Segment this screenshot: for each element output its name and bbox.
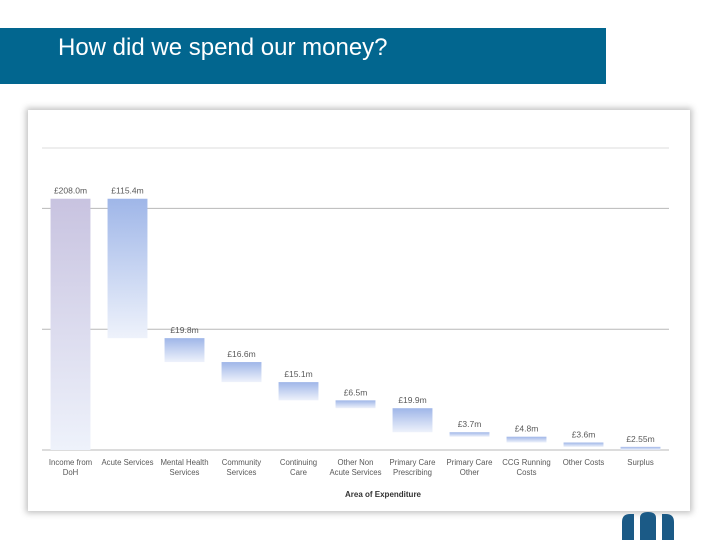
- category-label-7: Primary Care Other: [447, 458, 493, 477]
- data-label-10: £2.55m: [626, 434, 654, 444]
- category-label-line: Services: [227, 468, 257, 477]
- category-label-1: Acute Services: [101, 458, 153, 467]
- bars: [50, 198, 661, 450]
- category-label-8: CCG Running Costs: [502, 458, 551, 477]
- category-label-line: Other Non: [338, 458, 374, 467]
- category-label-line: Acute Services: [329, 468, 381, 477]
- data-label-1: £115.4m: [111, 186, 143, 196]
- bar-10: [620, 446, 661, 450]
- data-label-2: £19.8m: [170, 325, 198, 335]
- page-title: How did we spend our money?: [58, 34, 388, 61]
- data-label-3: £16.6m: [227, 349, 255, 359]
- bar-6: [392, 408, 433, 433]
- bar-4: [278, 382, 319, 401]
- category-label-4: Continuing Care: [280, 458, 317, 477]
- bar-2: [164, 338, 205, 363]
- category-label-line: Prescribing: [393, 468, 432, 477]
- category-label-line: Costs: [517, 468, 537, 477]
- data-label-0: £208.0m: [54, 186, 87, 196]
- category-label-line: Care: [290, 468, 307, 477]
- bar-7: [449, 432, 490, 437]
- bar-3: [221, 362, 262, 383]
- title-bar: [0, 28, 606, 84]
- category-label-line: Surplus: [627, 458, 654, 467]
- bar-5: [335, 400, 376, 409]
- bar-8: [506, 436, 547, 443]
- x-axis-title: Area of Expenditure: [345, 490, 422, 499]
- bar-0: [50, 198, 91, 450]
- category-label-line: CCG Running: [502, 458, 551, 467]
- data-label-4: £15.1m: [284, 369, 312, 379]
- logo-figure-icon: [622, 512, 674, 540]
- data-label-6: £19.9m: [398, 395, 426, 405]
- category-label-5: Other Non Acute Services: [329, 458, 381, 477]
- data-label-9: £3.6m: [572, 430, 596, 440]
- category-labels: Income from DoH Acute Services Mental Healt…: [49, 458, 654, 477]
- bar-9: [563, 442, 604, 447]
- waterfall-chart: £208.0m £115.4m £19.8m £16.6m £15.1m £6.5m £19…: [42, 147, 669, 499]
- data-label-5: £6.5m: [344, 387, 368, 397]
- category-label-line: Mental Health: [160, 458, 208, 467]
- category-label-line: Primary Care: [447, 458, 493, 467]
- data-label-7: £3.7m: [458, 419, 482, 429]
- category-label-line: DoH: [63, 468, 79, 477]
- category-label-line: Income from: [49, 458, 92, 467]
- category-label-line: Primary Care: [390, 458, 436, 467]
- category-label-line: Acute Services: [101, 458, 153, 467]
- category-label-line: Other: [460, 468, 480, 477]
- category-label-line: Other Costs: [563, 458, 605, 467]
- category-label-line: Community: [222, 458, 262, 467]
- category-label-0: Income from DoH: [49, 458, 92, 477]
- data-labels: £208.0m £115.4m £19.8m £16.6m £15.1m £6.5m £19…: [54, 186, 655, 444]
- category-label-line: Services: [170, 468, 200, 477]
- category-label-line: Continuing: [280, 458, 317, 467]
- category-label-3: Community Services: [222, 458, 262, 477]
- data-label-8: £4.8m: [515, 424, 539, 434]
- category-label-9: Other Costs: [563, 458, 605, 467]
- category-label-2: Mental Health Services: [160, 458, 208, 477]
- bar-1: [107, 198, 148, 339]
- category-label-6: Primary Care Prescribing: [390, 458, 436, 477]
- category-label-10: Surplus: [627, 458, 654, 467]
- chart-panel: £208.0m £115.4m £19.8m £16.6m £15.1m £6.5m £19…: [28, 110, 690, 511]
